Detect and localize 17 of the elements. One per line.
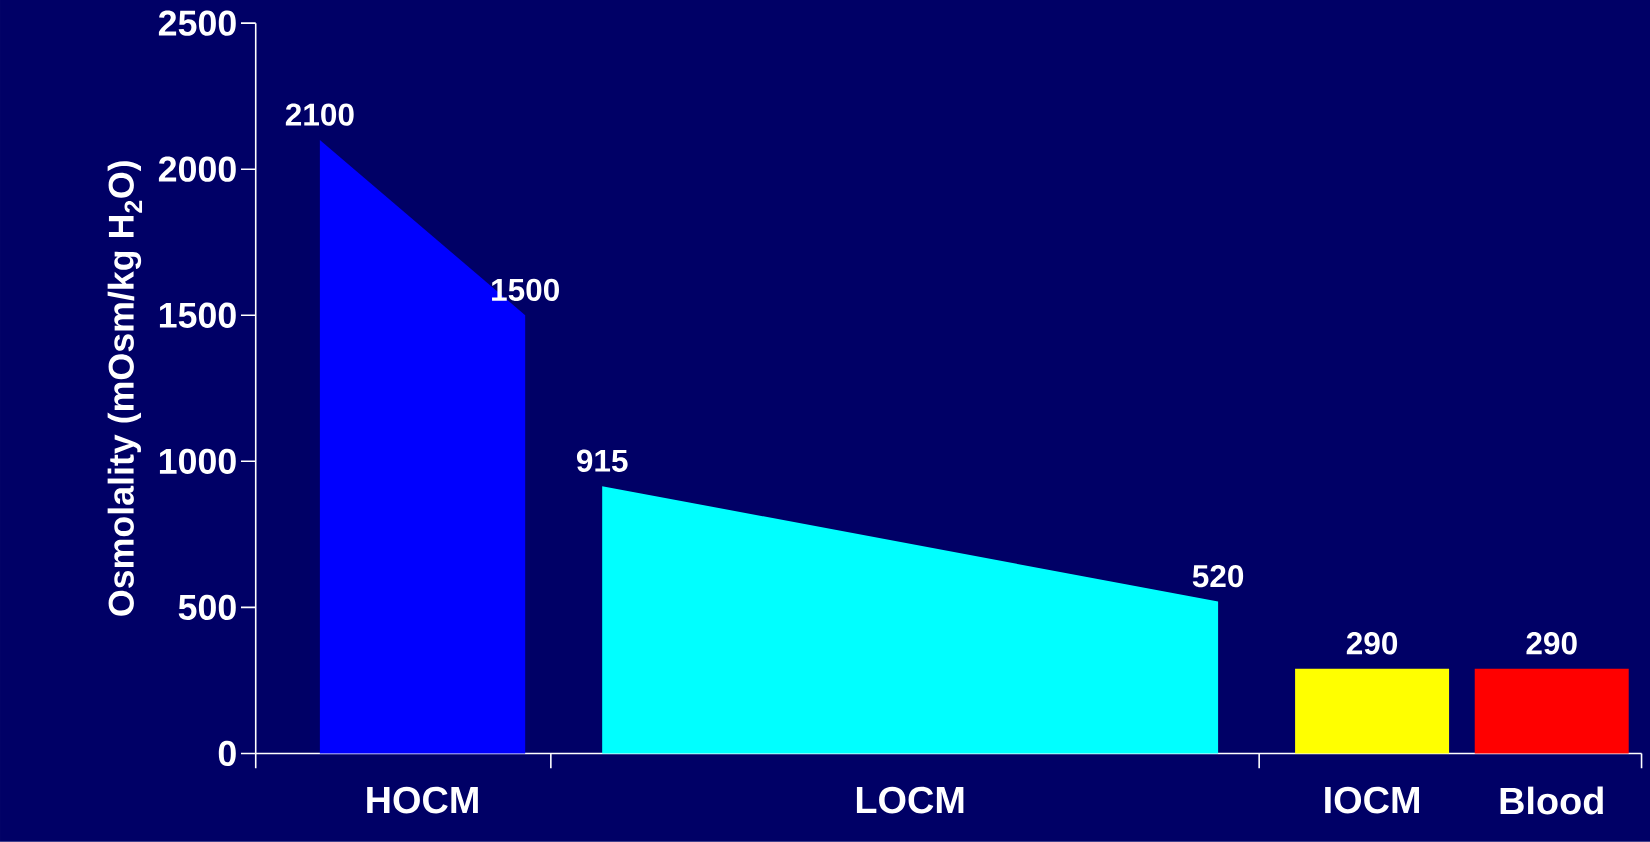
- y-tick-label: 1000: [159, 448, 236, 475]
- data-label: 1500: [492, 278, 559, 302]
- y-tick-label: 0: [218, 740, 236, 767]
- text: IOCM: [1325, 786, 1419, 814]
- text: Blood: [1500, 786, 1603, 815]
- y-tick-label: 2000: [158, 156, 236, 182]
- y-axis-title: Osmolality (mOsm/kg H$_{2}$O): [107, 161, 143, 616]
- data-label: 520: [1192, 565, 1244, 588]
- y-tick-label: 1500: [159, 302, 236, 328]
- y-tick-label: 2500: [158, 10, 236, 36]
- data-label: 915: [576, 449, 628, 472]
- text: HOCM: [367, 786, 478, 814]
- data-label: 290: [1346, 632, 1398, 655]
- data-label: 290: [1526, 632, 1577, 655]
- data-label: 2100: [285, 103, 354, 126]
- y-tick-label: 500: [178, 594, 236, 621]
- text: LOCM: [856, 786, 964, 814]
